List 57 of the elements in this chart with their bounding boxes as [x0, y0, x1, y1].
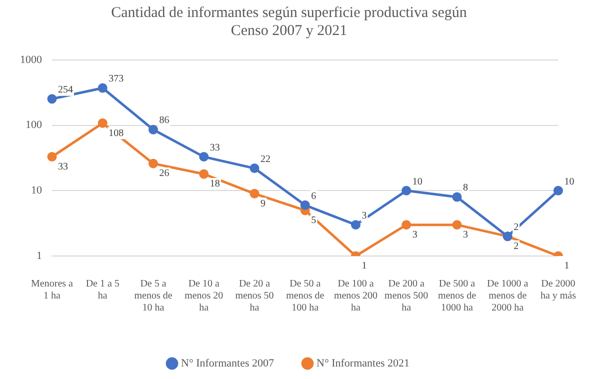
- legend-label: N° Informantes 2021: [316, 357, 410, 370]
- point: [47, 152, 57, 162]
- data-label: 1: [362, 260, 367, 272]
- y-tick-label: 1: [36, 250, 42, 262]
- y-tick-label: 1000: [20, 54, 42, 66]
- data-label: 22: [260, 154, 270, 165]
- point: [148, 124, 158, 134]
- legend-label: N° Informantes 2007: [181, 357, 274, 370]
- x-tick-label: De 20 a menos 50 ha: [235, 278, 274, 314]
- point: [553, 186, 563, 196]
- data-label: 33: [210, 142, 220, 154]
- x-tick-label: Menores a 1 ha: [31, 278, 74, 302]
- data-label: 2: [514, 222, 519, 233]
- point: [250, 188, 260, 198]
- data-label: 373: [108, 74, 124, 85]
- data-label: 5: [311, 214, 316, 226]
- data-label: 8: [462, 182, 468, 194]
- x-tick-label: De 1 a 5 ha: [86, 278, 120, 302]
- data-label: 6: [311, 190, 316, 202]
- x-tick-label: De 1000 a menos de 2000 ha: [487, 278, 529, 314]
- y-tick-label: 100: [26, 119, 42, 132]
- point: [98, 83, 108, 93]
- data-label: 9: [260, 198, 266, 210]
- point: [300, 200, 310, 210]
- x-tick-label: De 50 a menos de 100 ha: [286, 278, 325, 314]
- data-label: 254: [58, 84, 73, 96]
- data-label: 18: [210, 178, 220, 190]
- point: [199, 152, 209, 162]
- data-label: 108: [108, 128, 124, 139]
- point: [452, 192, 462, 202]
- x-tick-label: De 500 a menos de 1000 ha: [438, 278, 477, 314]
- point: [402, 220, 412, 230]
- point: [47, 94, 57, 104]
- data-label: 1: [564, 260, 570, 272]
- point: [452, 220, 462, 230]
- data-label: 2: [514, 240, 519, 252]
- point: [350, 220, 360, 230]
- data-label: 10: [564, 176, 574, 188]
- x-tick-label: De 2000 ha y más: [540, 278, 576, 302]
- point: [148, 158, 158, 168]
- data-label: 10: [412, 176, 422, 188]
- data-label: 3: [362, 210, 367, 222]
- x-tick-label: De 200 a menos 500 ha: [384, 278, 428, 314]
- data-label: 3: [462, 229, 468, 240]
- data-label: 86: [159, 115, 170, 126]
- point: [199, 169, 209, 179]
- point: [402, 186, 412, 196]
- x-tick-label: De 10 a menos 20 ha: [184, 278, 224, 314]
- data-label: 33: [58, 161, 68, 172]
- point: [98, 118, 108, 128]
- data-label: 26: [159, 168, 170, 180]
- y-tick-label: 10: [31, 184, 42, 197]
- x-tick-label: De 5 a menos de 10 ha: [134, 278, 173, 314]
- chart-title: Cantidad de informantes según superficie productiva según Censo 2007 y 2021: [111, 4, 468, 39]
- x-tick-label: De 100 a menos 200 ha: [334, 278, 378, 314]
- point: [250, 164, 260, 174]
- data-label: 3: [412, 229, 418, 240]
